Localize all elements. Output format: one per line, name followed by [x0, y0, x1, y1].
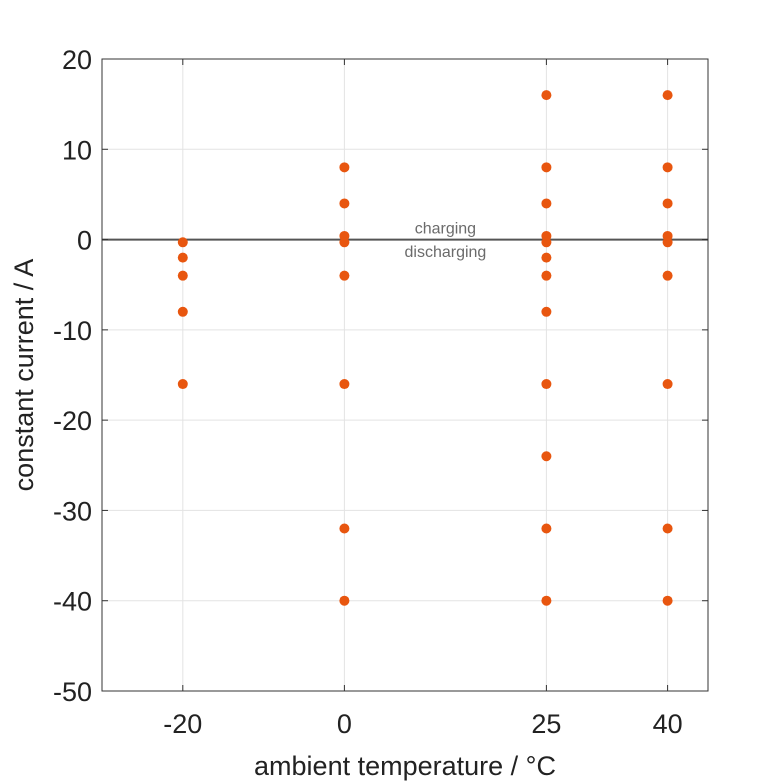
annotations: charging discharging — [404, 221, 486, 261]
data-point — [662, 270, 673, 281]
data-point — [339, 237, 350, 248]
tick-marks — [102, 58, 708, 692]
data-point — [541, 198, 552, 209]
data-point — [339, 198, 350, 209]
data-point — [339, 162, 350, 173]
y-tick-label: 20 — [62, 45, 92, 75]
x-tick-labels: -20 0 25 40 — [163, 709, 682, 739]
x-tick-label: 0 — [337, 709, 352, 739]
y-tick-labels: 20 10 0 -10 -20 -30 -40 -50 — [53, 45, 92, 707]
annotation-label: charging — [415, 221, 476, 238]
plot-area-frame — [101, 58, 709, 692]
data-point — [541, 523, 552, 534]
x-tick-label: 40 — [653, 709, 683, 739]
data-points — [177, 90, 673, 606]
y-tick-label: 0 — [77, 226, 92, 256]
data-point — [541, 270, 552, 281]
y-axis-label: constant current / A — [9, 259, 39, 492]
data-point — [662, 162, 673, 173]
data-point — [177, 237, 188, 248]
data-point — [541, 162, 552, 173]
y-tick-label: 10 — [62, 135, 92, 165]
data-point — [541, 451, 552, 462]
x-tick-label: -20 — [163, 709, 202, 739]
data-point — [339, 270, 350, 281]
data-point — [662, 90, 673, 101]
data-point — [541, 237, 552, 248]
data-point — [541, 252, 552, 263]
data-point — [177, 306, 188, 317]
data-point — [177, 379, 188, 390]
y-tick-label: -10 — [53, 316, 92, 346]
data-point — [662, 379, 673, 390]
data-point — [177, 252, 188, 263]
data-point — [541, 595, 552, 606]
grid — [102, 58, 708, 692]
data-point — [541, 90, 552, 101]
y-tick-label: -20 — [53, 406, 92, 436]
data-point — [541, 379, 552, 390]
data-point — [339, 379, 350, 390]
data-point — [662, 237, 673, 248]
data-point — [541, 306, 552, 317]
annotation-label: discharging — [404, 244, 486, 261]
y-tick-label: -50 — [53, 677, 92, 707]
data-point — [662, 595, 673, 606]
data-point — [662, 523, 673, 534]
data-point — [662, 198, 673, 209]
y-tick-label: -40 — [53, 587, 92, 617]
y-tick-label: -30 — [53, 496, 92, 526]
x-axis-label: ambient temperature / °C — [254, 751, 556, 781]
data-point — [339, 523, 350, 534]
x-tick-label: 25 — [531, 709, 561, 739]
data-point — [177, 270, 188, 281]
data-point — [339, 595, 350, 606]
